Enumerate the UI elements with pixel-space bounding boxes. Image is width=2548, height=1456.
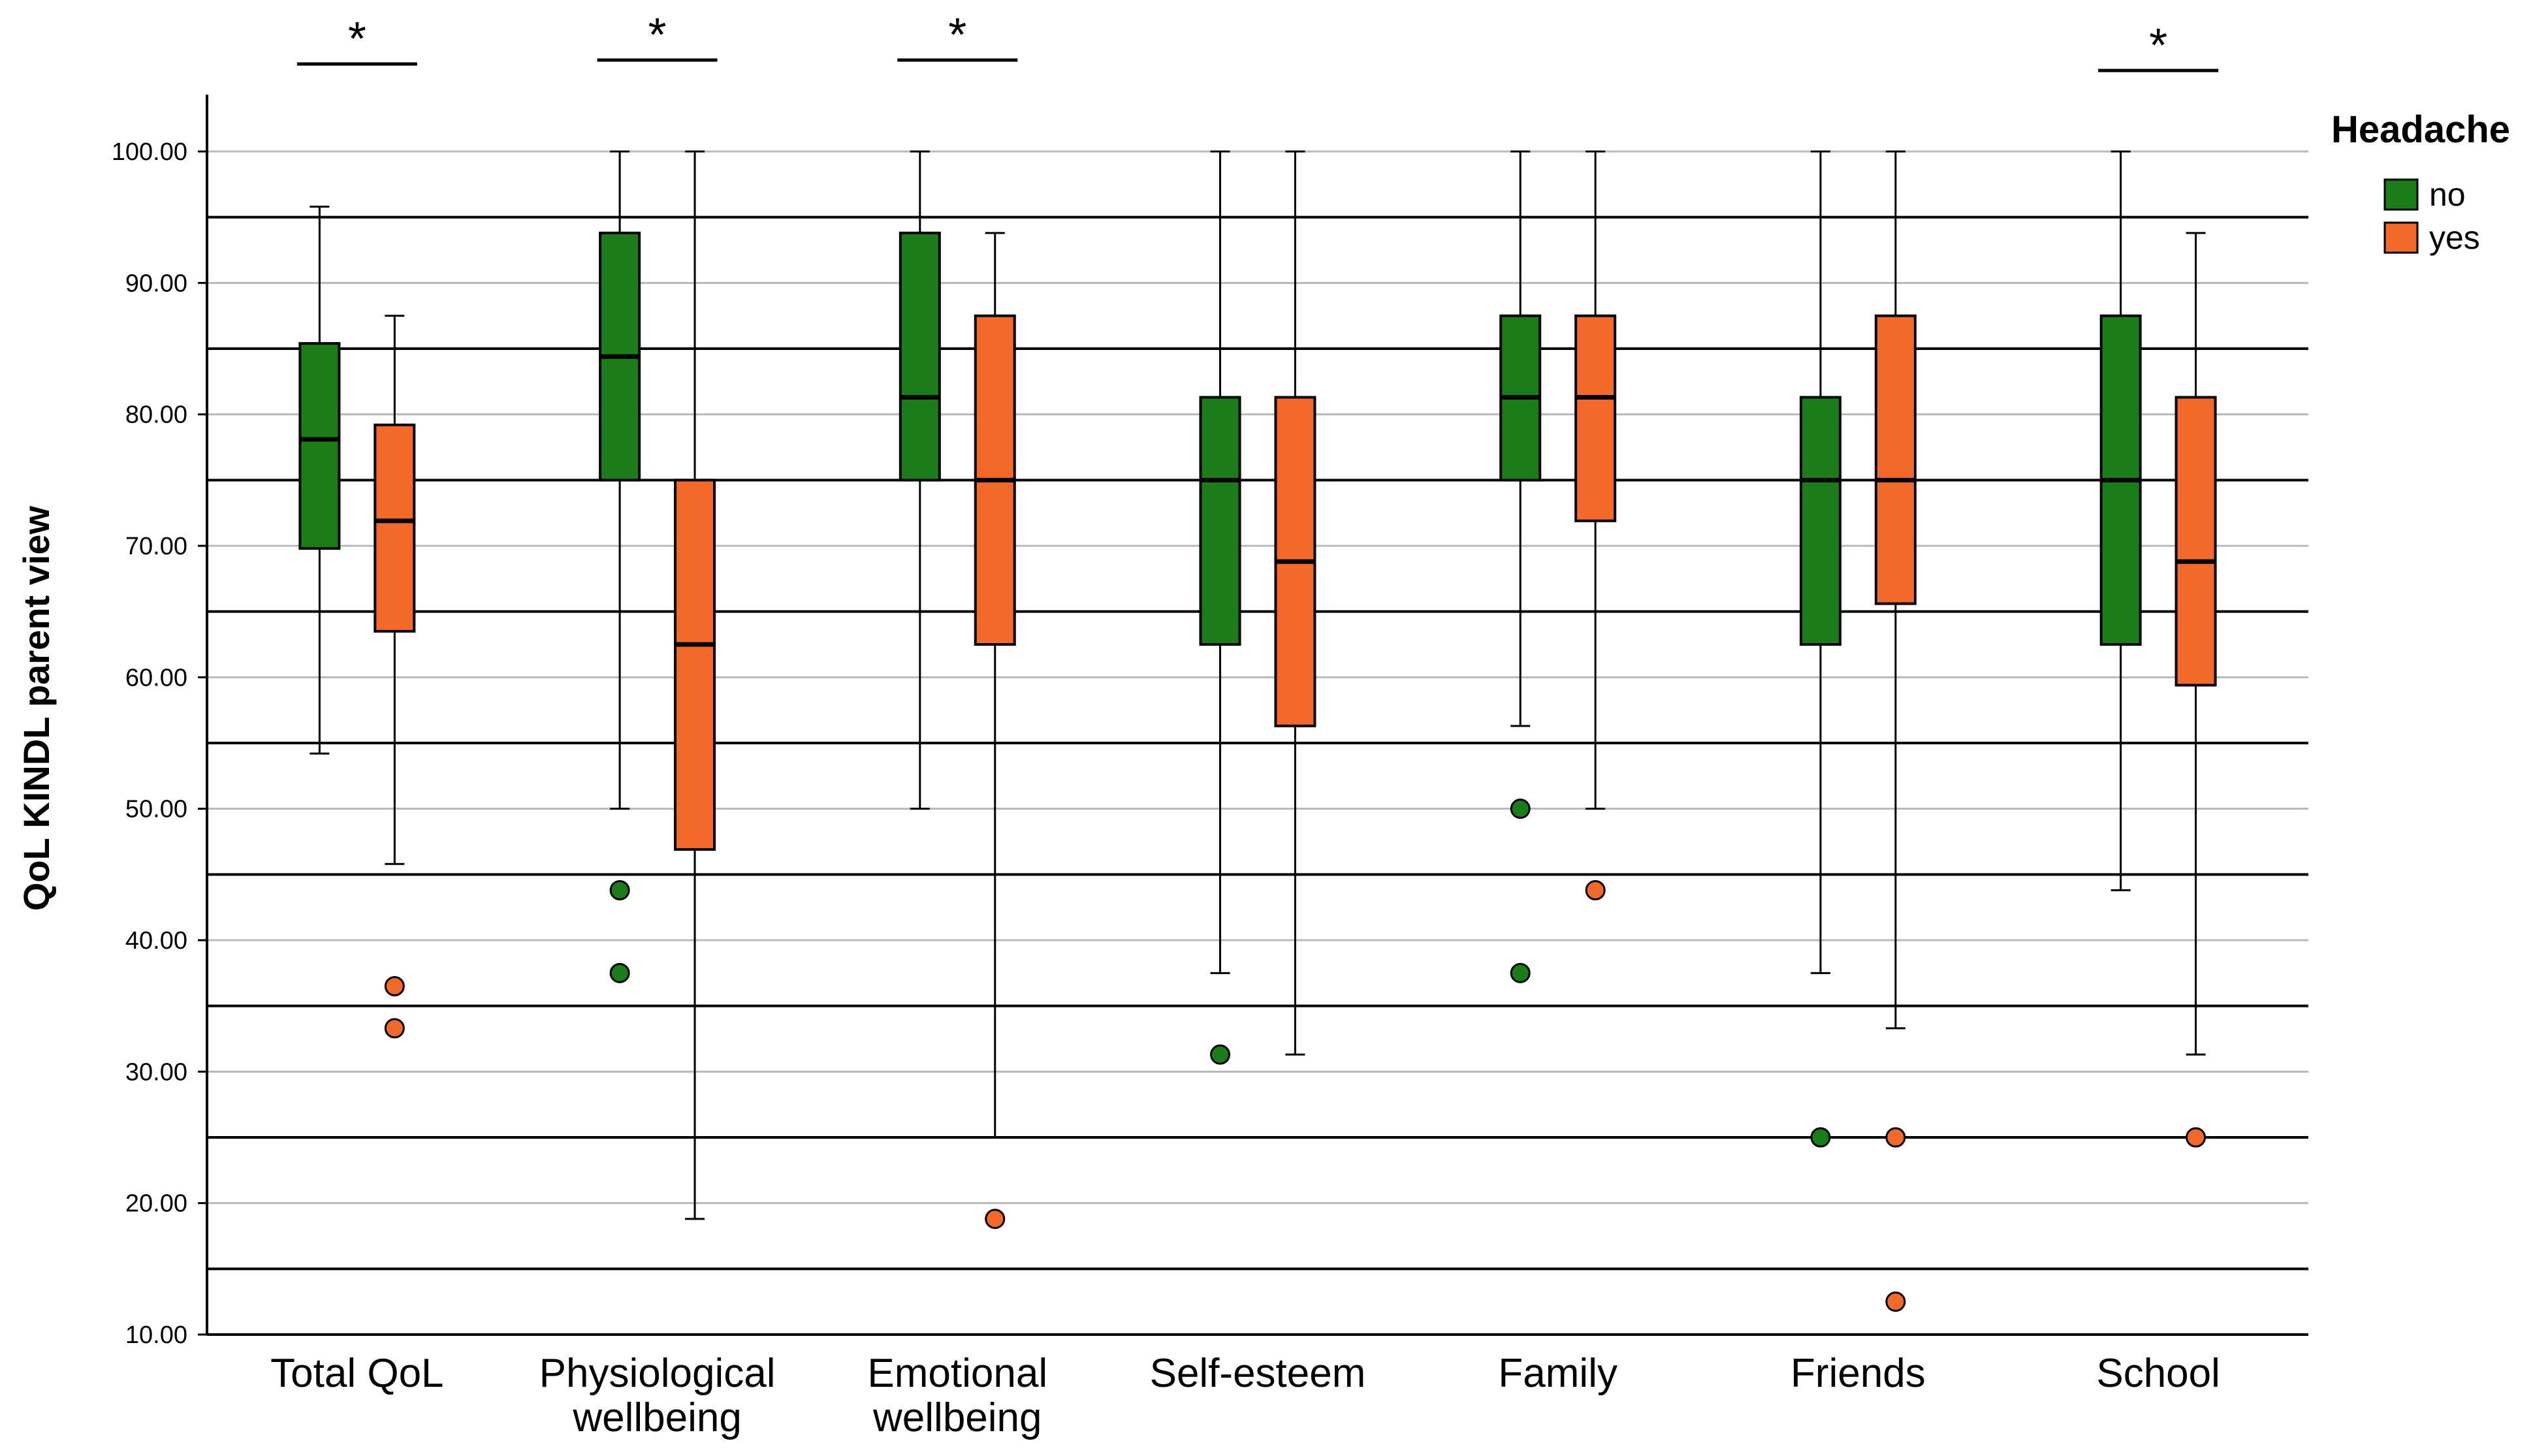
x-category-label: Total QoL bbox=[270, 1351, 443, 1396]
x-category-label: wellbeing bbox=[572, 1395, 742, 1440]
iqr-box bbox=[1574, 314, 1617, 522]
box-yes-2 bbox=[974, 232, 1016, 1229]
outlier-point bbox=[985, 1209, 1006, 1229]
x-category-label: Self-esteem bbox=[1150, 1351, 1366, 1396]
outlier-point bbox=[384, 975, 405, 996]
outlier-point bbox=[609, 879, 630, 900]
box-no-5 bbox=[1799, 150, 1841, 1148]
box-yes-6 bbox=[2174, 232, 2217, 1148]
legend-label: no bbox=[2429, 176, 2466, 213]
y-tick-label: 30.00 bbox=[125, 1058, 187, 1086]
legend-entries: no yes bbox=[2383, 176, 2480, 256]
y-tick-label: 90.00 bbox=[125, 270, 187, 297]
box-plots bbox=[298, 150, 2217, 1312]
box-no-1 bbox=[599, 150, 641, 983]
iqr-box bbox=[1874, 314, 1917, 605]
box-yes-3 bbox=[1274, 150, 1316, 1056]
box-no-4 bbox=[1499, 150, 1542, 983]
x-category-label: Emotional bbox=[867, 1351, 1047, 1396]
legend-label: yes bbox=[2429, 219, 2480, 256]
outlier-point bbox=[1885, 1127, 1906, 1148]
box-no-6 bbox=[2099, 150, 2142, 891]
legend-entry-yes: yes bbox=[2383, 219, 2480, 256]
iqr-box bbox=[899, 231, 941, 482]
outlier-point bbox=[1510, 962, 1531, 983]
outlier-point bbox=[1585, 879, 1606, 900]
y-tick-label: 20.00 bbox=[125, 1190, 187, 1218]
outlier-point bbox=[1810, 1127, 1831, 1148]
y-tick-label: 100.00 bbox=[112, 138, 187, 166]
box-yes-4 bbox=[1574, 150, 1617, 900]
significance-star: * bbox=[948, 9, 966, 61]
y-tick-label: 40.00 bbox=[125, 927, 187, 955]
significance-star: * bbox=[648, 9, 667, 61]
axes bbox=[206, 95, 2308, 1336]
legend-swatch bbox=[2383, 221, 2419, 254]
box-yes-1 bbox=[674, 150, 716, 1220]
iqr-box bbox=[1199, 396, 1241, 646]
y-axis-ticks: 10.00 20.00 30.00 40.00 50.00 60.00 70.00 80.00… bbox=[112, 138, 207, 1349]
outlier-point bbox=[1510, 799, 1531, 819]
y-axis-title: QoL KINDL parent view bbox=[16, 505, 57, 911]
y-tick-label: 60.00 bbox=[125, 664, 187, 691]
x-category-label: School bbox=[2096, 1351, 2220, 1396]
iqr-box bbox=[1799, 396, 1841, 646]
y-tick-label: 70.00 bbox=[125, 533, 187, 560]
outlier-point bbox=[1885, 1291, 1906, 1312]
x-category-label: Friends bbox=[1791, 1351, 1926, 1396]
box-no-0 bbox=[298, 206, 341, 755]
outlier-point bbox=[2186, 1127, 2206, 1148]
box-yes-5 bbox=[1874, 150, 1917, 1312]
legend-entry-no: no bbox=[2383, 176, 2466, 213]
x-category-label: wellbeing bbox=[872, 1395, 1042, 1440]
legend: Headache no yes bbox=[2331, 108, 2510, 256]
x-category-label: Family bbox=[1498, 1351, 1617, 1396]
y-tick-label: 50.00 bbox=[125, 796, 187, 823]
x-axis-categories: Total QoL PhysiologicalwellbeingEmotional… bbox=[270, 1351, 2220, 1440]
iqr-box bbox=[674, 479, 716, 851]
y-tick-label: 10.00 bbox=[125, 1321, 187, 1349]
iqr-box bbox=[2174, 396, 2217, 687]
outlier-point bbox=[1210, 1044, 1231, 1065]
box-no-2 bbox=[899, 150, 941, 810]
iqr-box bbox=[298, 341, 341, 550]
x-category-label: Physiological bbox=[539, 1351, 776, 1396]
box-no-3 bbox=[1199, 150, 1241, 1065]
iqr-box bbox=[374, 423, 416, 633]
box-yes-0 bbox=[374, 315, 416, 1039]
significance-star: * bbox=[2149, 20, 2167, 72]
legend-title: Headache bbox=[2331, 108, 2510, 151]
significance-markers: * * * * bbox=[296, 9, 2219, 72]
grid-lines bbox=[207, 150, 2308, 1271]
outlier-point bbox=[609, 962, 630, 983]
y-tick-label: 80.00 bbox=[125, 402, 187, 429]
legend-swatch bbox=[2383, 178, 2419, 211]
significance-star: * bbox=[348, 13, 366, 65]
outlier-point bbox=[384, 1018, 405, 1039]
